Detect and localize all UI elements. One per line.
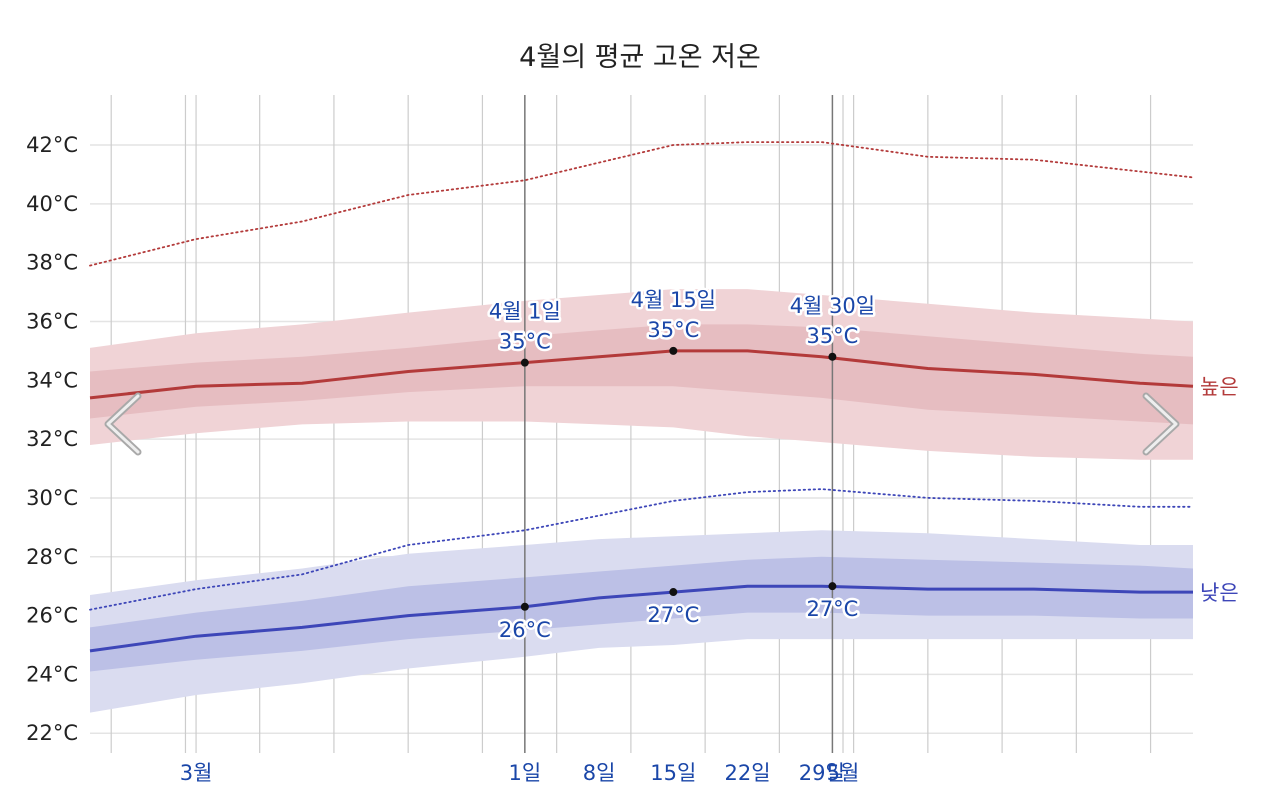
next-button[interactable] [1138,390,1182,458]
y-tick-label: 34°C [26,368,78,392]
y-tick-label: 24°C [26,662,78,686]
data-point [520,358,529,367]
data-label: 27°C [647,603,699,627]
data-label: 27°C [806,597,858,621]
x-tick-label: 3월 [180,761,213,785]
x-tick-label: 29일 [799,761,845,785]
data-label: 4월 1일 [489,300,561,324]
y-tick-label: 40°C [26,192,78,216]
x-tick-label: 1일 [508,761,541,785]
y-tick-label: 30°C [26,486,78,510]
x-tick-label: 22일 [725,761,771,785]
chart-title: 4월의 평균 고온 저온 [519,42,761,73]
y-tick-label: 38°C [26,251,78,275]
data-label: 4월 30일 [790,294,875,318]
data-label: 4월 15일 [631,288,716,312]
navigation [100,390,1182,458]
data-label: 35°C [499,330,551,354]
series-label-1: 낮은 [1200,581,1239,605]
x-tick-label: 15일 [650,761,696,785]
data-label: 35°C [647,318,699,342]
annotations: 4월 1일 35°C 4월 15일 35°C 4월 30일 35°C 26°C 27°C 27°… [486,285,877,644]
data-point [828,352,837,361]
y-axis: 22°C 24°C 26°C 28°C 30°C 32°C 34°C 36°C 38°C 40°C… [26,133,78,745]
data-point [828,582,837,591]
y-tick-label: 42°C [26,133,78,157]
cursor-lines [524,95,834,753]
y-tick-label: 22°C [26,721,78,745]
record-lines [89,141,1194,611]
y-tick-label: 26°C [26,604,78,628]
data-point [669,346,678,355]
series-label-0: 높은 [1200,375,1239,399]
prev-button[interactable] [100,390,144,458]
record-line-0 [89,141,1194,267]
y-tick-label: 32°C [26,427,78,451]
data-point [520,602,529,611]
data-label: 26°C [499,618,551,642]
data-point [669,588,678,597]
x-tick-label: 8일 [583,761,616,785]
x-tick-label: 5월 [827,761,860,785]
y-tick-label: 36°C [26,309,78,333]
data-label: 35°C [806,324,858,348]
record-line-1 [89,488,1194,611]
annotation-points [520,346,837,611]
bands [90,289,1193,713]
band-inner-0 [90,324,1193,425]
y-tick-label: 28°C [26,545,78,569]
band-inner-1 [90,556,1193,672]
